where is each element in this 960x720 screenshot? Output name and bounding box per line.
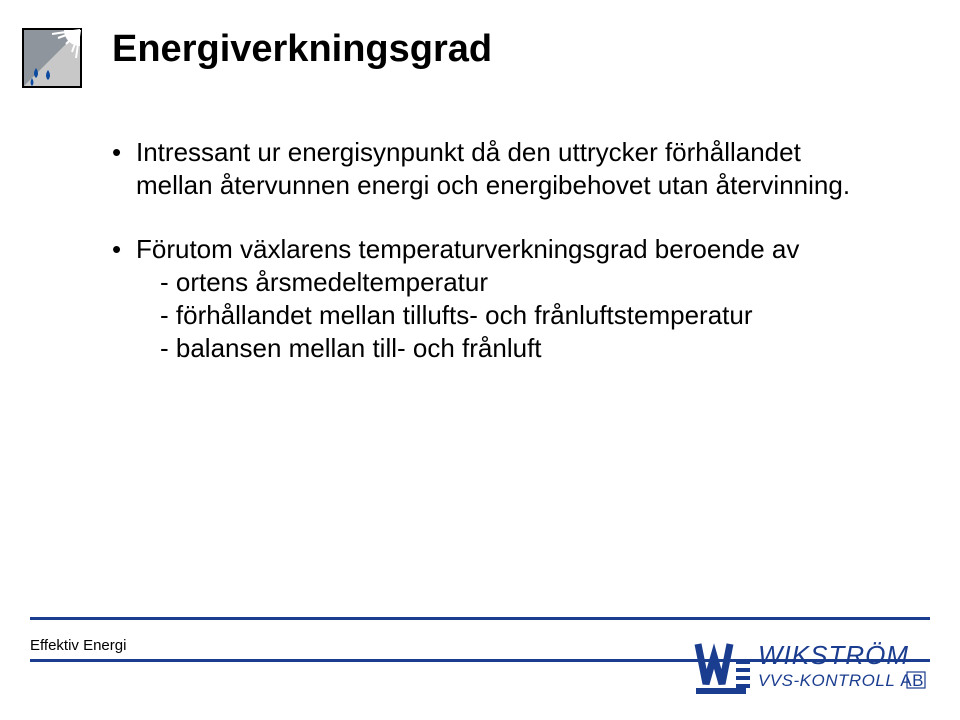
brand-sub-text: VVS-KONTROLL AB [758, 671, 924, 690]
company-logo: WIKSTRÖM VVS-KONTROLL AB [692, 628, 932, 708]
bullet-item: Förutom växlarens temperaturverkningsgra… [112, 233, 880, 366]
bullet-intro: Förutom växlarens temperaturverkningsgra… [136, 233, 880, 266]
slide: Energiverkningsgrad Intressant ur energi… [0, 0, 960, 720]
company-mark-icon [22, 28, 82, 88]
footer-text: Effektiv Energi [30, 637, 126, 654]
slide-content: Intressant ur energisynpunkt då den uttr… [112, 136, 880, 396]
sub-item: - förhållandet mellan tillufts- och från… [136, 299, 880, 332]
bullet-item: Intressant ur energisynpunkt då den uttr… [112, 136, 880, 203]
brand-main-text: WIKSTRÖM [758, 640, 909, 670]
footer-divider-upper [30, 617, 930, 620]
bullet-text: Intressant ur energisynpunkt då den uttr… [136, 137, 850, 200]
sub-item: - balansen mellan till- och frånluft [136, 332, 880, 365]
sub-item: - ortens årsmedeltemperatur [136, 266, 880, 299]
slide-title: Energiverkningsgrad [112, 28, 492, 71]
